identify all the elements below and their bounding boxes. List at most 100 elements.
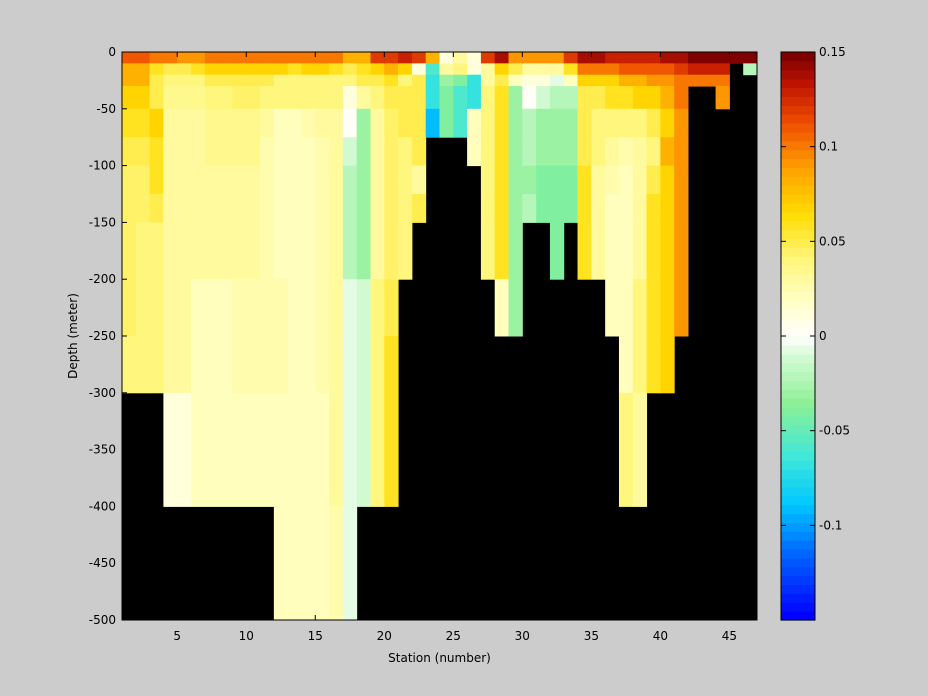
- heatmap-cell: [218, 86, 233, 110]
- heatmap-cell: [480, 137, 496, 167]
- heatmap-cell: [370, 86, 385, 110]
- heatmap-cell: [273, 137, 289, 167]
- heatmap-cell: [605, 63, 620, 76]
- heatmap-cell: [232, 222, 247, 280]
- heatmap-cell: [425, 108, 440, 138]
- heatmap-cell: [218, 336, 233, 394]
- heatmap-cell: [549, 194, 565, 223]
- heatmap-cell: [122, 108, 137, 138]
- heatmap-cell: [660, 108, 675, 138]
- colorbar-swatch: [781, 282, 815, 293]
- heatmap-cell: [342, 63, 358, 76]
- heatmap-cell: [605, 165, 620, 195]
- heatmap-cell: [315, 63, 330, 76]
- heatmap-cell: [660, 336, 675, 394]
- y-tick-label: -350: [89, 443, 116, 457]
- colorbar-swatch: [781, 105, 815, 115]
- colorbar-swatch: [781, 593, 815, 603]
- heatmap-cell: [646, 108, 661, 138]
- heatmap-cell: [149, 86, 164, 110]
- heatmap-cell: [356, 137, 371, 167]
- heatmap-cell: [287, 336, 302, 394]
- heatmap-cell: [494, 108, 510, 138]
- heatmap-cell: [618, 194, 634, 223]
- heatmap-cell: [577, 194, 592, 223]
- heatmap-cell: [480, 165, 496, 195]
- heatmap-cell: [218, 52, 233, 64]
- heatmap-cells: [122, 52, 758, 621]
- heatmap-cell: [549, 165, 565, 195]
- heatmap-cell: [384, 222, 399, 280]
- heatmap-cell: [549, 108, 565, 138]
- heatmap-cell: [494, 165, 510, 195]
- colorbar-swatch: [781, 220, 815, 231]
- heatmap-cell: [315, 279, 330, 337]
- heatmap-cell: [453, 108, 468, 138]
- heatmap-cell: [232, 392, 247, 507]
- heatmap-cell: [536, 86, 551, 110]
- heatmap-cell: [618, 137, 634, 167]
- x-tick-label: 40: [653, 629, 668, 643]
- heatmap-cell: [287, 137, 302, 167]
- heatmap-cell: [508, 137, 523, 167]
- heatmap-cell: [287, 506, 302, 621]
- heatmap-cell: [618, 336, 634, 394]
- heatmap-cell: [577, 108, 592, 138]
- colorbar-swatch: [781, 114, 815, 124]
- heatmap-cell: [467, 137, 482, 167]
- heatmap-cell: [149, 63, 164, 76]
- heatmap-cell: [177, 86, 192, 110]
- heatmap-cell: [246, 336, 261, 394]
- heatmap-cell: [425, 86, 440, 110]
- heatmap-cell: [260, 52, 275, 64]
- heatmap-cell: [301, 74, 316, 87]
- heatmap-cell: [646, 336, 661, 394]
- heatmap-cell: [398, 137, 413, 167]
- heatmap-cell: [315, 222, 330, 280]
- heatmap-cell: [273, 222, 289, 280]
- heatmap-cell: [232, 165, 247, 195]
- y-axis-label: Depth (meter): [66, 293, 80, 379]
- colorbar-swatch: [781, 291, 815, 302]
- heatmap-cell: [342, 279, 358, 337]
- heatmap-cell: [246, 194, 261, 223]
- heatmap-cell: [398, 108, 413, 138]
- heatmap-cell: [715, 63, 730, 76]
- colorbar-swatch: [781, 167, 815, 177]
- x-axis-label: Station (number): [388, 651, 491, 665]
- x-tick-label: 35: [584, 629, 599, 643]
- colorbar-swatch: [781, 140, 815, 151]
- heatmap-cell: [398, 165, 413, 195]
- heatmap-cell: [577, 52, 592, 64]
- colorbar-tick-label: -0.05: [819, 424, 850, 438]
- heatmap-cell: [618, 392, 634, 507]
- heatmap-cell: [536, 165, 551, 195]
- heatmap-cell: [674, 165, 689, 195]
- y-tick-label: -250: [89, 329, 116, 343]
- heatmap-cell: [660, 165, 675, 195]
- heatmap-cell: [453, 63, 468, 76]
- heatmap-cell: [536, 63, 551, 76]
- heatmap-cell: [301, 506, 316, 621]
- heatmap-cell: [715, 86, 730, 110]
- heatmap-cell: [411, 194, 427, 223]
- heatmap-cell: [508, 279, 523, 337]
- heatmap-cell: [646, 279, 661, 337]
- heatmap-cell: [273, 86, 289, 110]
- colorbar-swatch: [781, 442, 815, 452]
- colorbar-tick-label: 0.15: [819, 45, 846, 59]
- colorbar-swatch: [781, 247, 815, 257]
- colorbar-swatch: [781, 602, 815, 612]
- heatmap-cell: [218, 279, 233, 337]
- heatmap-cell: [618, 63, 634, 76]
- y-tick-label: 0: [108, 45, 116, 59]
- heatmap-cell: [287, 194, 302, 223]
- heatmap-cell: [191, 336, 206, 394]
- heatmap-cell: [204, 52, 220, 64]
- heatmap-cell: [632, 336, 648, 394]
- heatmap-cell: [356, 63, 371, 76]
- heatmap-cell: [163, 222, 178, 280]
- colorbar-swatch: [781, 327, 815, 337]
- heatmap-cell: [715, 74, 730, 87]
- heatmap-cell: [674, 108, 689, 138]
